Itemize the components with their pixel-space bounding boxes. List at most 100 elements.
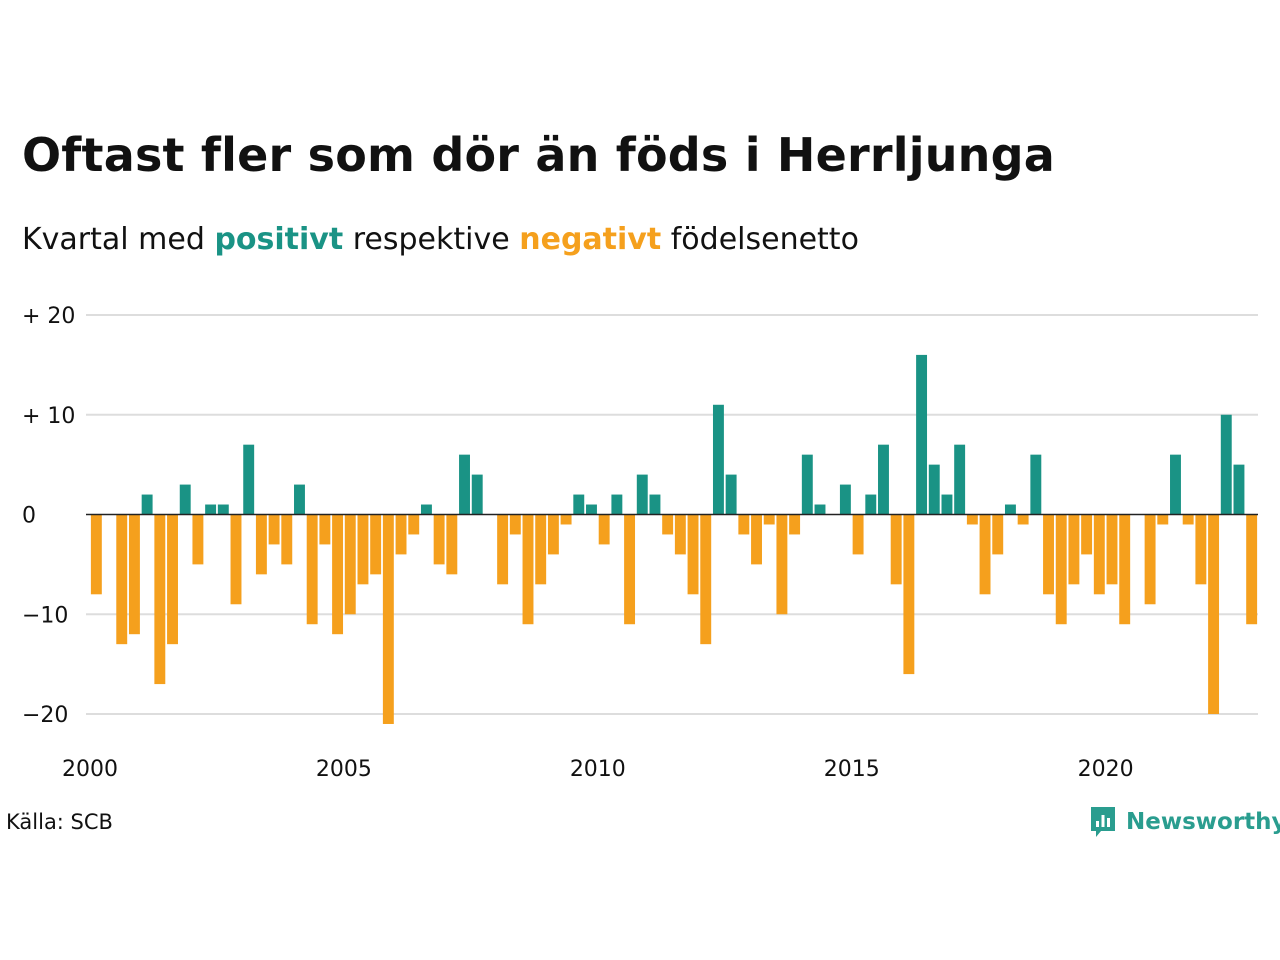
bar — [560, 514, 572, 525]
bar — [294, 484, 305, 515]
bar — [1144, 514, 1156, 605]
bar — [268, 514, 280, 545]
bar — [547, 514, 559, 555]
bar — [624, 514, 636, 625]
bar — [179, 484, 191, 515]
bar — [763, 514, 775, 525]
bar — [1195, 514, 1207, 585]
bar — [776, 514, 788, 615]
brand-name: Newsworthy — [1126, 809, 1280, 835]
bar — [1157, 514, 1169, 525]
newsworthy-logo-icon — [1091, 807, 1115, 837]
bar — [586, 504, 597, 515]
axes: + 20 + 10 0 −10 −20 2000 2005 2010 2015 2020 — [22, 304, 1258, 782]
bar — [598, 514, 610, 545]
subtitle-middle: respektive — [352, 222, 510, 257]
subtitle-prefix: Kvartal med — [22, 222, 205, 257]
bar — [395, 514, 407, 555]
bar — [1182, 514, 1194, 525]
bar — [141, 494, 153, 515]
bar — [789, 514, 801, 535]
bar — [1004, 504, 1016, 515]
subtitle-suffix: födelsenetto — [670, 222, 859, 257]
bar — [878, 444, 889, 515]
bar — [1017, 514, 1029, 525]
bar — [1081, 514, 1093, 555]
bar — [128, 514, 140, 635]
bar — [674, 514, 686, 555]
bar — [903, 514, 915, 675]
x-tick-label: 2005 — [316, 757, 372, 782]
bar — [573, 494, 585, 515]
x-tick-label: 2000 — [62, 757, 118, 782]
bar — [712, 404, 724, 515]
y-tick-label: 0 — [22, 504, 36, 529]
bar — [941, 494, 953, 515]
subtitle-negative-word: negativt — [519, 222, 662, 257]
brand-logo: Newsworthy — [1088, 802, 1280, 842]
chart-title: Oftast fler som dör än föds i Herrljunga — [22, 128, 1055, 182]
bar — [1068, 514, 1080, 585]
bar — [344, 514, 356, 615]
bar — [916, 354, 928, 515]
bar — [979, 514, 991, 595]
bar — [1093, 514, 1105, 595]
bar — [738, 514, 750, 535]
bar — [408, 514, 420, 535]
bar — [357, 514, 369, 585]
x-tick-label: 2010 — [570, 757, 626, 782]
bar — [649, 494, 661, 515]
bar — [1106, 514, 1118, 585]
y-tick-label: −20 — [22, 703, 68, 728]
bar — [928, 464, 940, 515]
bar — [255, 514, 267, 575]
bar — [801, 454, 813, 515]
bar — [890, 514, 902, 585]
bar — [700, 514, 712, 645]
bar — [433, 514, 445, 565]
bar — [1220, 414, 1232, 515]
y-tick-label: + 10 — [22, 404, 75, 429]
bar — [217, 504, 229, 515]
bar — [471, 474, 483, 515]
bar — [420, 504, 432, 515]
bar — [319, 514, 331, 545]
bar — [154, 514, 166, 685]
y-tick-label: + 20 — [22, 304, 75, 329]
bar — [814, 504, 826, 515]
bar — [839, 484, 851, 515]
bar — [1208, 514, 1220, 714]
bar — [1246, 514, 1258, 625]
bar — [167, 514, 178, 645]
bars — [90, 354, 1258, 724]
bar — [1055, 514, 1067, 625]
bar — [497, 514, 509, 585]
bar — [332, 514, 344, 635]
source-note: Källa: SCB — [6, 810, 113, 834]
bar — [535, 514, 547, 585]
bar — [90, 514, 102, 595]
bar — [281, 514, 293, 565]
bar — [751, 514, 762, 565]
bar — [116, 514, 128, 645]
bar — [852, 514, 864, 555]
subtitle-positive-word: positivt — [214, 222, 344, 257]
bar — [1170, 454, 1181, 515]
bar — [205, 504, 217, 515]
bar — [1119, 514, 1131, 625]
x-tick-label: 2020 — [1078, 757, 1134, 782]
bar — [687, 514, 699, 595]
bar — [992, 514, 1004, 555]
bar — [662, 514, 674, 535]
bar — [446, 514, 458, 575]
bar — [966, 514, 978, 525]
bar — [370, 514, 382, 575]
bar — [725, 474, 737, 515]
bar — [243, 444, 255, 515]
bar — [522, 514, 534, 625]
bar — [954, 444, 966, 515]
bar — [611, 494, 623, 515]
bar — [1030, 454, 1042, 515]
y-tick-label: −10 — [22, 603, 68, 628]
